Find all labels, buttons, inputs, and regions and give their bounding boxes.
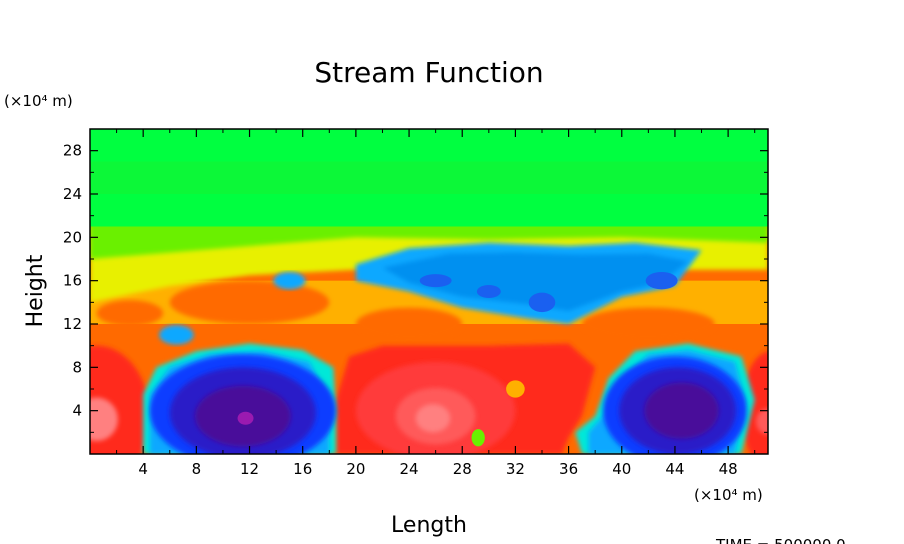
y-tick-label: 12 [63,315,82,333]
blue-pocket-inner [382,252,689,311]
y-tick-label: 4 [72,402,82,420]
patch-orange-left [169,280,330,325]
small-cyan-blob [273,272,306,290]
blue-pocket-spot-4 [645,272,678,290]
y-unit-label: (×10⁴ m) [4,92,73,110]
right-edge-core [756,408,768,435]
x-tick-label: 32 [506,460,525,478]
x-tick-label: 20 [346,460,365,478]
time-label: TIME = 500000.0 [715,536,846,544]
field-green-stripe [90,161,768,194]
left-edge-core [90,397,118,441]
x-tick-label: 36 [559,460,578,478]
x-tick-label: 40 [612,460,631,478]
x-tick-label: 44 [665,460,684,478]
y-tick-label: 20 [63,228,82,246]
center-cell-core [415,404,451,433]
blue-pocket-spot-1 [419,274,452,288]
blue-pocket-spot-2 [476,285,501,298]
patch-orange-edge [96,300,164,327]
blue-pocket-spot-3 [528,292,556,313]
y-tick-label: 16 [63,272,82,290]
plot-area [90,129,768,454]
left-cell-center [237,411,254,425]
x-tick-label: 4 [138,460,148,478]
right-cell-core [644,382,719,439]
center-cell-spot [506,380,525,398]
plot-frame [89,128,769,455]
x-tick-label: 12 [240,460,259,478]
x-tick-label: 48 [719,460,738,478]
y-tick-label: 24 [63,185,82,203]
x-tick-label: 16 [293,460,312,478]
y-tick-label: 8 [72,358,82,376]
x-tick-label: 8 [192,460,202,478]
x-tick-label: 24 [400,460,419,478]
bottom-speck [471,429,485,447]
x-axis-label: Length [391,513,467,538]
field-lime-band [90,215,768,259]
patch-orange-mid [355,307,463,341]
chart-title: Stream Function [314,56,543,89]
x-tick-label: 28 [453,460,472,478]
y-tick-label: 28 [63,142,82,160]
x-unit-label: (×10⁴ m) [694,486,763,504]
y-axis-label: Height [23,254,48,327]
patch-orange-right [581,307,715,341]
small-blue-blob [159,325,194,345]
